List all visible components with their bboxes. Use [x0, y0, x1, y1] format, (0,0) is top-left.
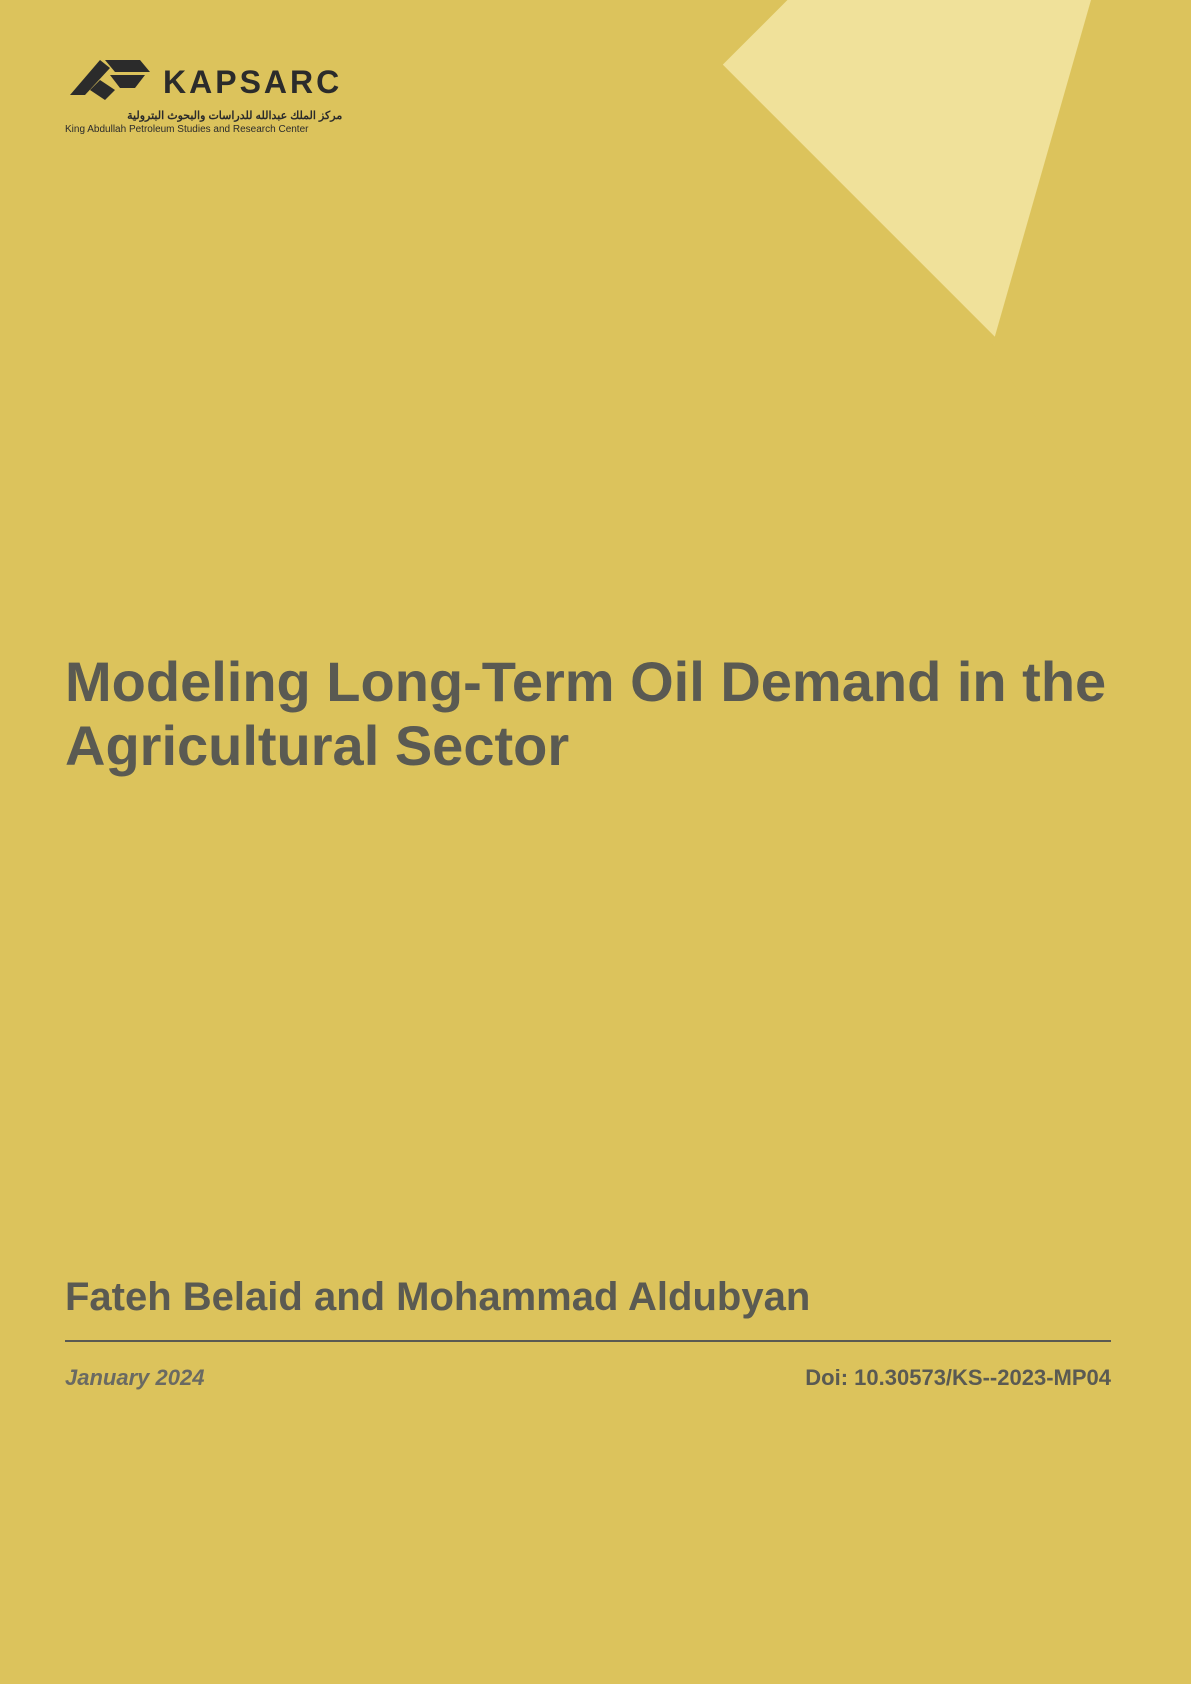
divider-line [65, 1340, 1111, 1342]
logo-name-text: KAPSARC [163, 64, 342, 101]
authors-line: Fateh Belaid and Mohammad Aldubyan [65, 1275, 1111, 1320]
paper-title: Modeling Long-Term Oil Demand in the Agr… [65, 650, 1111, 779]
kapsarc-logo-icon [65, 50, 155, 105]
footer-metadata-row: January 2024 Doi: 10.30573/KS--2023-MP04 [65, 1365, 1111, 1391]
logo-block: KAPSARC مركز الملك عبدالله للدراسات والب… [65, 50, 342, 135]
publication-date: January 2024 [65, 1365, 204, 1391]
doi-reference: Doi: 10.30573/KS--2023-MP04 [805, 1365, 1111, 1391]
logo-tagline-english: King Abdullah Petroleum Studies and Rese… [65, 124, 342, 135]
logo-tagline-arabic: مركز الملك عبدالله للدراسات والبحوث البت… [65, 109, 342, 122]
